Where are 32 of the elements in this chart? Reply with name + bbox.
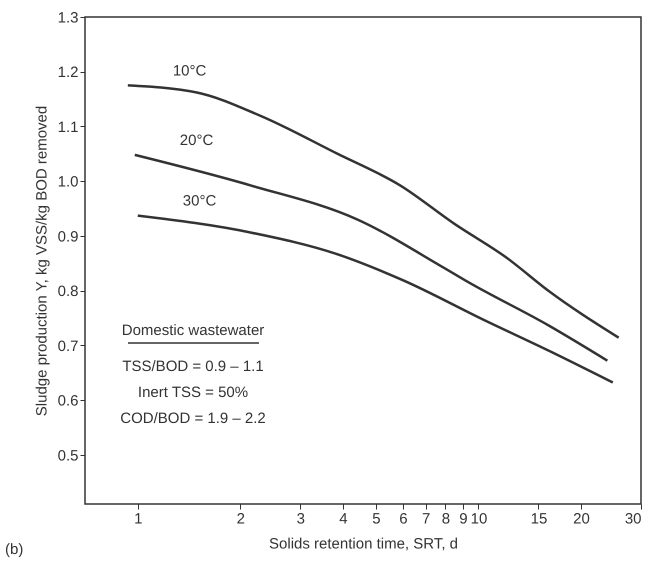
x-tick-label: 1 [134, 510, 142, 528]
series-label: 30°C [182, 192, 216, 210]
x-tick-label: 9 [459, 510, 468, 528]
x-tick-label: 30 [624, 510, 642, 528]
annotation: Domestic wastewater [122, 322, 264, 339]
series-label: 10°C [172, 62, 207, 80]
y-tick-label: 0.9 [58, 228, 78, 246]
y-tick-label: 1.2 [58, 64, 78, 82]
x-tick-label: 10 [470, 510, 488, 528]
y-tick-label: 1.3 [58, 10, 78, 26]
x-tick-label: 2 [236, 510, 245, 528]
y-tick-label: 1.1 [58, 118, 78, 136]
x-tick-label: 20 [573, 510, 590, 528]
x-tick-label: 5 [372, 510, 381, 528]
x-axis-title: Solids retention time, SRT, d [269, 536, 458, 552]
annotation: Inert TSS = 50% [138, 384, 248, 401]
series-label: 20°C [180, 132, 214, 149]
annotation: COD/BOD = 1.9 – 2.2 [120, 410, 266, 427]
y-tick-label: 0.8 [58, 283, 78, 300]
x-tick-label: 3 [296, 510, 305, 528]
x-tick-label: 15 [530, 510, 548, 528]
x-tick-label: 7 [422, 510, 430, 528]
y-tick-label: 0.7 [58, 338, 78, 355]
y-tick-label: 0.5 [58, 447, 78, 464]
x-tick-label: 8 [442, 510, 450, 528]
annotation: TSS/BOD = 0.9 – 1.1 [122, 358, 264, 375]
y-tick-label: 1.0 [58, 174, 78, 191]
y-tick-label: 0.6 [58, 392, 78, 410]
x-tick-label: 6 [399, 510, 408, 528]
text: (b) [5, 541, 24, 558]
x-tick-label: 4 [339, 510, 348, 528]
y-axis-title: Sludge production Y, kg VSS/kg BOD removed [34, 106, 51, 416]
